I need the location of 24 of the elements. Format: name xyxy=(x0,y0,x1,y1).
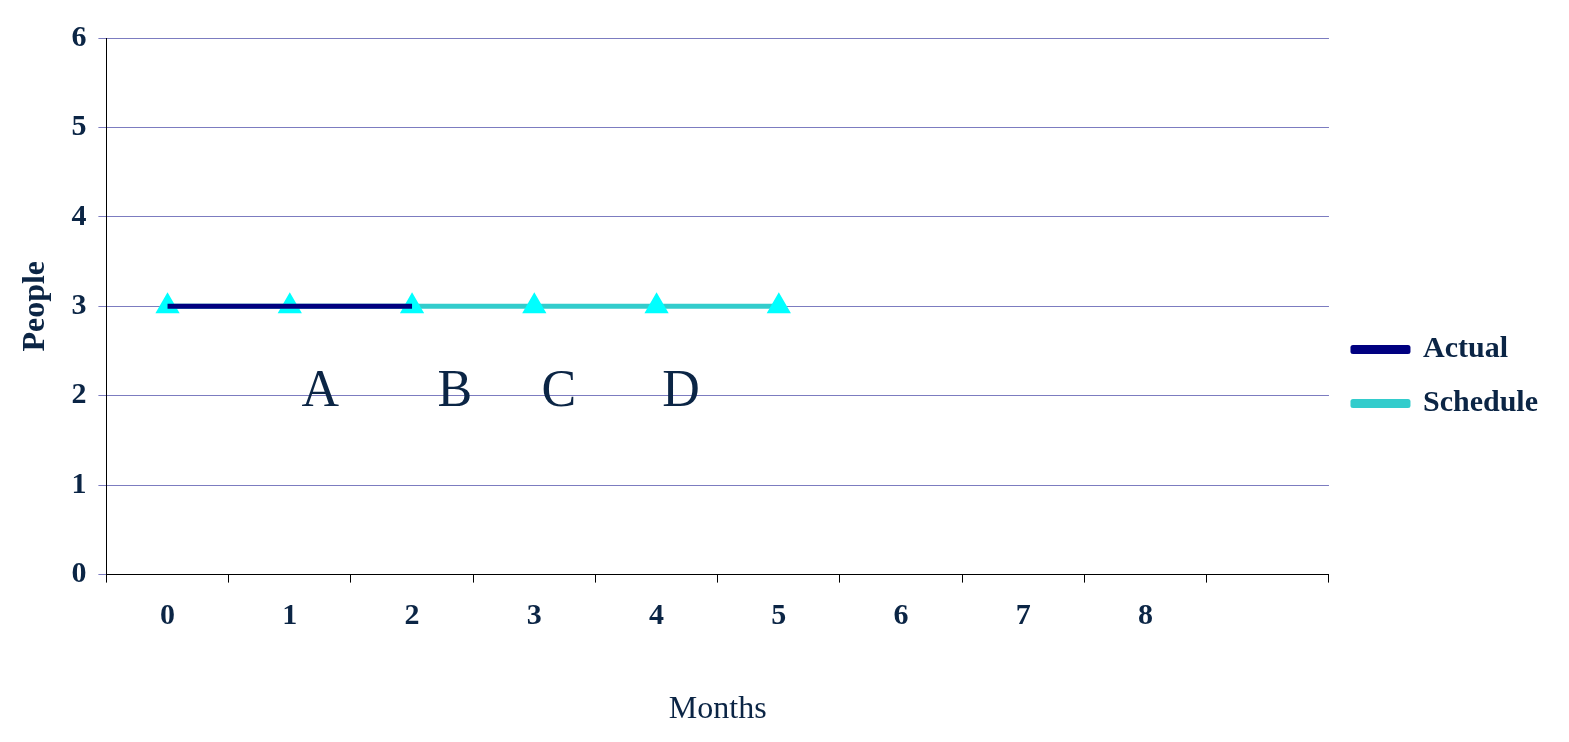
x-tick-label: 8 xyxy=(1138,597,1154,631)
y-tick-label: 4 xyxy=(71,197,87,231)
annotation: C xyxy=(541,359,577,417)
x-axis-title: Months xyxy=(668,689,767,726)
annotation: A xyxy=(301,359,340,417)
x-tick-label: 1 xyxy=(282,597,298,631)
x-tick-label: 5 xyxy=(771,597,787,631)
legend-label: Actual xyxy=(1422,330,1508,364)
x-tick-label: 4 xyxy=(649,597,665,631)
y-tick-label: 1 xyxy=(71,465,87,499)
annotation: D xyxy=(662,359,700,417)
y-tick-label: 6 xyxy=(71,18,87,52)
y-tick-label: 5 xyxy=(71,108,87,142)
y-axis-title: People xyxy=(15,260,52,352)
legend-label: Schedule xyxy=(1422,384,1539,418)
x-tick-label: 6 xyxy=(893,597,909,631)
y-tick-label: 3 xyxy=(71,287,87,321)
y-tick-label: 2 xyxy=(71,376,87,410)
y-tick-label: 0 xyxy=(71,555,87,589)
annotation: B xyxy=(437,359,473,417)
x-tick-label: 7 xyxy=(1015,597,1031,631)
x-tick-label: 3 xyxy=(526,597,542,631)
x-tick-label: 0 xyxy=(160,597,176,631)
x-tick-label: 2 xyxy=(404,597,420,631)
